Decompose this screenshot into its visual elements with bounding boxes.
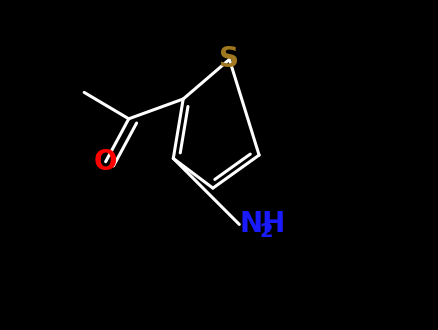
Text: S: S — [219, 46, 239, 73]
Text: O: O — [94, 148, 117, 176]
Text: NH: NH — [239, 211, 285, 238]
Text: 2: 2 — [259, 222, 273, 241]
